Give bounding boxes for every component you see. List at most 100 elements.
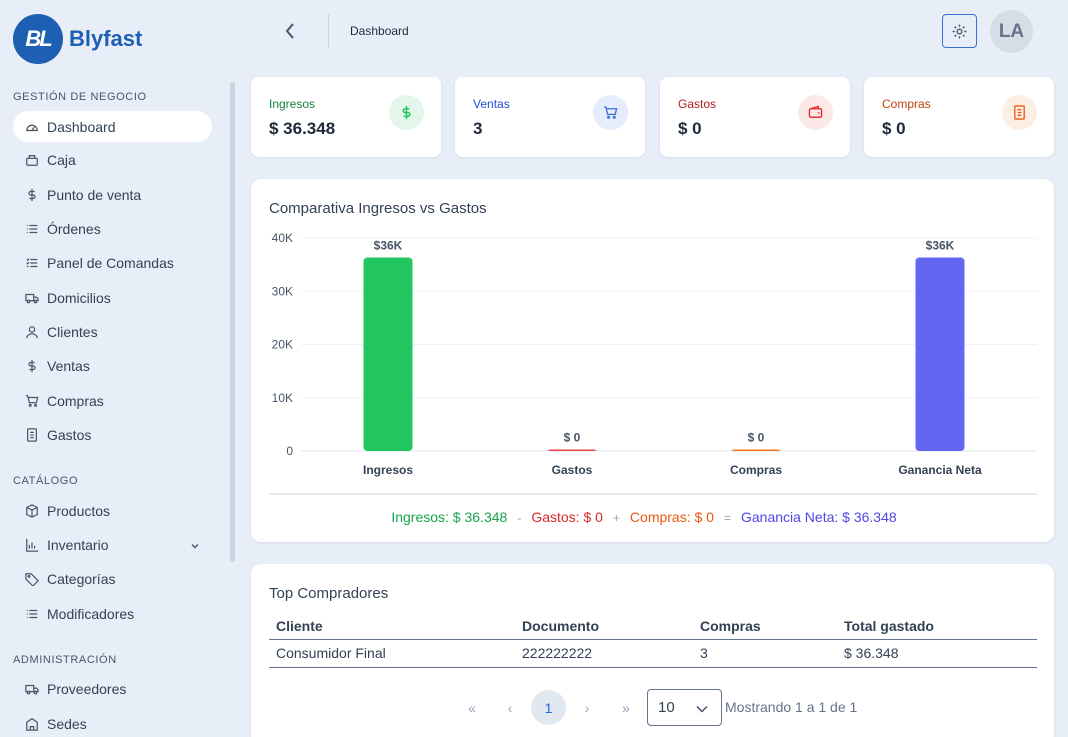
breadcrumb[interactable]: Dashboard — [350, 24, 409, 38]
section-title-negocio: GESTIÓN DE NEGOCIO — [13, 91, 147, 103]
sidebar-item-label: Punto de venta — [47, 186, 142, 203]
back-button[interactable] — [280, 20, 300, 42]
bar-compras — [731, 449, 781, 451]
chevron-down-icon — [695, 702, 709, 719]
gear-icon — [952, 24, 967, 38]
header-divider — [328, 14, 329, 48]
bar-ganancia-neta — [915, 257, 965, 451]
sidebar-item-panel-de-comandas[interactable]: Panel de Comandas — [13, 247, 212, 278]
cell-documento: 222222222 — [515, 639, 693, 668]
receipt-icon — [23, 426, 41, 444]
y-tick-label: 40K — [272, 231, 293, 245]
summary-item: Ingresos: $ 36.348 — [391, 509, 508, 525]
table-header-row: Cliente Documento Compras Total gastado — [269, 612, 1037, 640]
stat-value: $ 36.348 — [269, 119, 336, 138]
page-button-current[interactable]: 1 — [531, 690, 566, 725]
cell-total-gastado: $ 36.348 — [837, 639, 1037, 668]
dashboard-icon — [23, 118, 41, 136]
sidebar-item-label: Gastos — [47, 426, 92, 443]
column-header-compras[interactable]: Compras — [693, 612, 837, 640]
cart-icon — [593, 95, 628, 130]
sidebar-item-label: Caja — [47, 151, 76, 168]
sidebar-item-productos[interactable]: Productos — [13, 495, 212, 526]
sidebar-item-gastos[interactable]: Gastos — [13, 419, 212, 450]
cash-register-icon — [23, 151, 41, 169]
sidebar-item-ordenes[interactable]: Órdenes — [13, 213, 212, 244]
dollar-icon — [389, 95, 424, 130]
sidebar-item-domicilios[interactable]: Domicilios — [13, 282, 212, 313]
data-label: $ 0 — [748, 431, 765, 445]
sidebar-item-punto-de-venta[interactable]: Punto de venta — [13, 179, 212, 210]
sidebar-item-proveedores[interactable]: Proveedores — [13, 673, 212, 704]
chevron-down-icon[interactable] — [190, 538, 200, 554]
sidebar-item-categorias[interactable]: Categorías — [13, 563, 212, 594]
building-icon — [23, 715, 41, 733]
chevron-left-icon — [285, 23, 294, 39]
sidebar-item-ventas[interactable]: Ventas — [13, 350, 212, 381]
sidebar-item-label: Domicilios — [47, 289, 111, 306]
bar-gastos — [547, 449, 597, 451]
table-row[interactable]: Consumidor Final 222222222 3 $ 36.348 — [269, 639, 1037, 668]
brand-logo[interactable]: BL Blyfast — [13, 14, 142, 64]
section-title-catalogo: CATÁLOGO — [13, 475, 79, 487]
data-label: $36K — [374, 238, 403, 252]
top-buyers-title: Top Compradores — [269, 585, 389, 602]
sidebar-item-label: Dashboard — [47, 118, 116, 135]
sidebar-item-label: Órdenes — [47, 220, 101, 237]
sidebar-item-sedes[interactable]: Sedes — [13, 708, 212, 737]
column-header-documento[interactable]: Documento — [515, 612, 693, 640]
dollar-icon — [23, 357, 41, 375]
sidebar-item-clientes[interactable]: Clientes — [13, 316, 212, 347]
summary-item: Compras: $ 0 — [629, 509, 714, 525]
page-size-value: 10 — [658, 699, 675, 716]
stat-value: 3 — [473, 119, 483, 138]
sidebar-item-inventario[interactable]: Inventario — [13, 529, 212, 560]
sidebar-item-dashboard[interactable]: Dashboard — [13, 111, 212, 142]
first-page-button[interactable]: « — [468, 700, 476, 716]
y-tick-label: 10K — [272, 391, 293, 405]
sidebar-item-compras[interactable]: Compras — [13, 385, 212, 416]
page-size-select[interactable]: 10 — [647, 689, 722, 726]
column-header-total-gastado[interactable]: Total gastado — [837, 612, 1037, 640]
truck-icon — [23, 289, 41, 307]
list-icon — [23, 605, 41, 623]
y-tick-label: 20K — [272, 338, 293, 352]
last-page-button[interactable]: » — [622, 700, 630, 716]
sidebar: BL Blyfast GESTIÓN DE NEGOCIO CATÁLOGO A… — [0, 0, 238, 737]
top-buyers-panel: Top Compradores Cliente Documento Compra… — [251, 564, 1054, 737]
sidebar-item-label: Categorías — [47, 570, 116, 587]
box-icon — [23, 502, 41, 520]
sidebar-item-label: Productos — [47, 502, 111, 519]
prev-page-button[interactable]: ‹ — [507, 700, 513, 716]
stat-label: Compras — [882, 97, 931, 111]
list-icon — [23, 220, 41, 238]
sidebar-item-label: Panel de Comandas — [47, 254, 174, 271]
column-header-cliente[interactable]: Cliente — [269, 612, 515, 640]
wallet-icon — [798, 95, 833, 130]
avatar[interactable]: LA — [990, 10, 1033, 53]
sidebar-scrollbar[interactable] — [230, 82, 235, 562]
y-tick-label: 30K — [272, 284, 293, 298]
sidebar-item-label: Inventario — [47, 536, 109, 553]
data-label: $ 0 — [564, 431, 581, 445]
sidebar-item-label: Modificadores — [47, 605, 135, 622]
sidebar-item-modificadores[interactable]: Modificadores — [13, 598, 212, 629]
sidebar-item-caja[interactable]: Caja — [13, 144, 212, 175]
sidebar-item-label: Proveedores — [47, 680, 127, 697]
bar-chart-icon — [23, 536, 41, 554]
truck-icon — [23, 680, 41, 698]
sidebar-item-label: Clientes — [47, 323, 98, 340]
chart-title: Comparativa Ingresos vs Gastos — [269, 200, 487, 217]
bar-ingresos — [363, 257, 413, 451]
stat-card-ingresos: Ingresos $ 36.348 — [251, 77, 441, 157]
next-page-button[interactable]: › — [584, 700, 590, 716]
receipt-icon — [1002, 95, 1037, 130]
pagination: « ‹ 1 › » 10 Mostrando 1 a 1 de 1 — [0, 689, 1068, 726]
cell-compras: 3 — [693, 639, 837, 668]
bar-chart: 0 10K 20K 30K 40K $36K Ingresos $ 0 Gastos $ 0 Com… — [269, 231, 1037, 495]
stat-value: $ 0 — [678, 119, 702, 138]
x-tick-label: Ingresos — [363, 463, 413, 477]
tag-icon — [23, 570, 41, 588]
top-buyers-table: Cliente Documento Compras Total gastado … — [269, 612, 1037, 668]
settings-button[interactable] — [942, 14, 977, 48]
